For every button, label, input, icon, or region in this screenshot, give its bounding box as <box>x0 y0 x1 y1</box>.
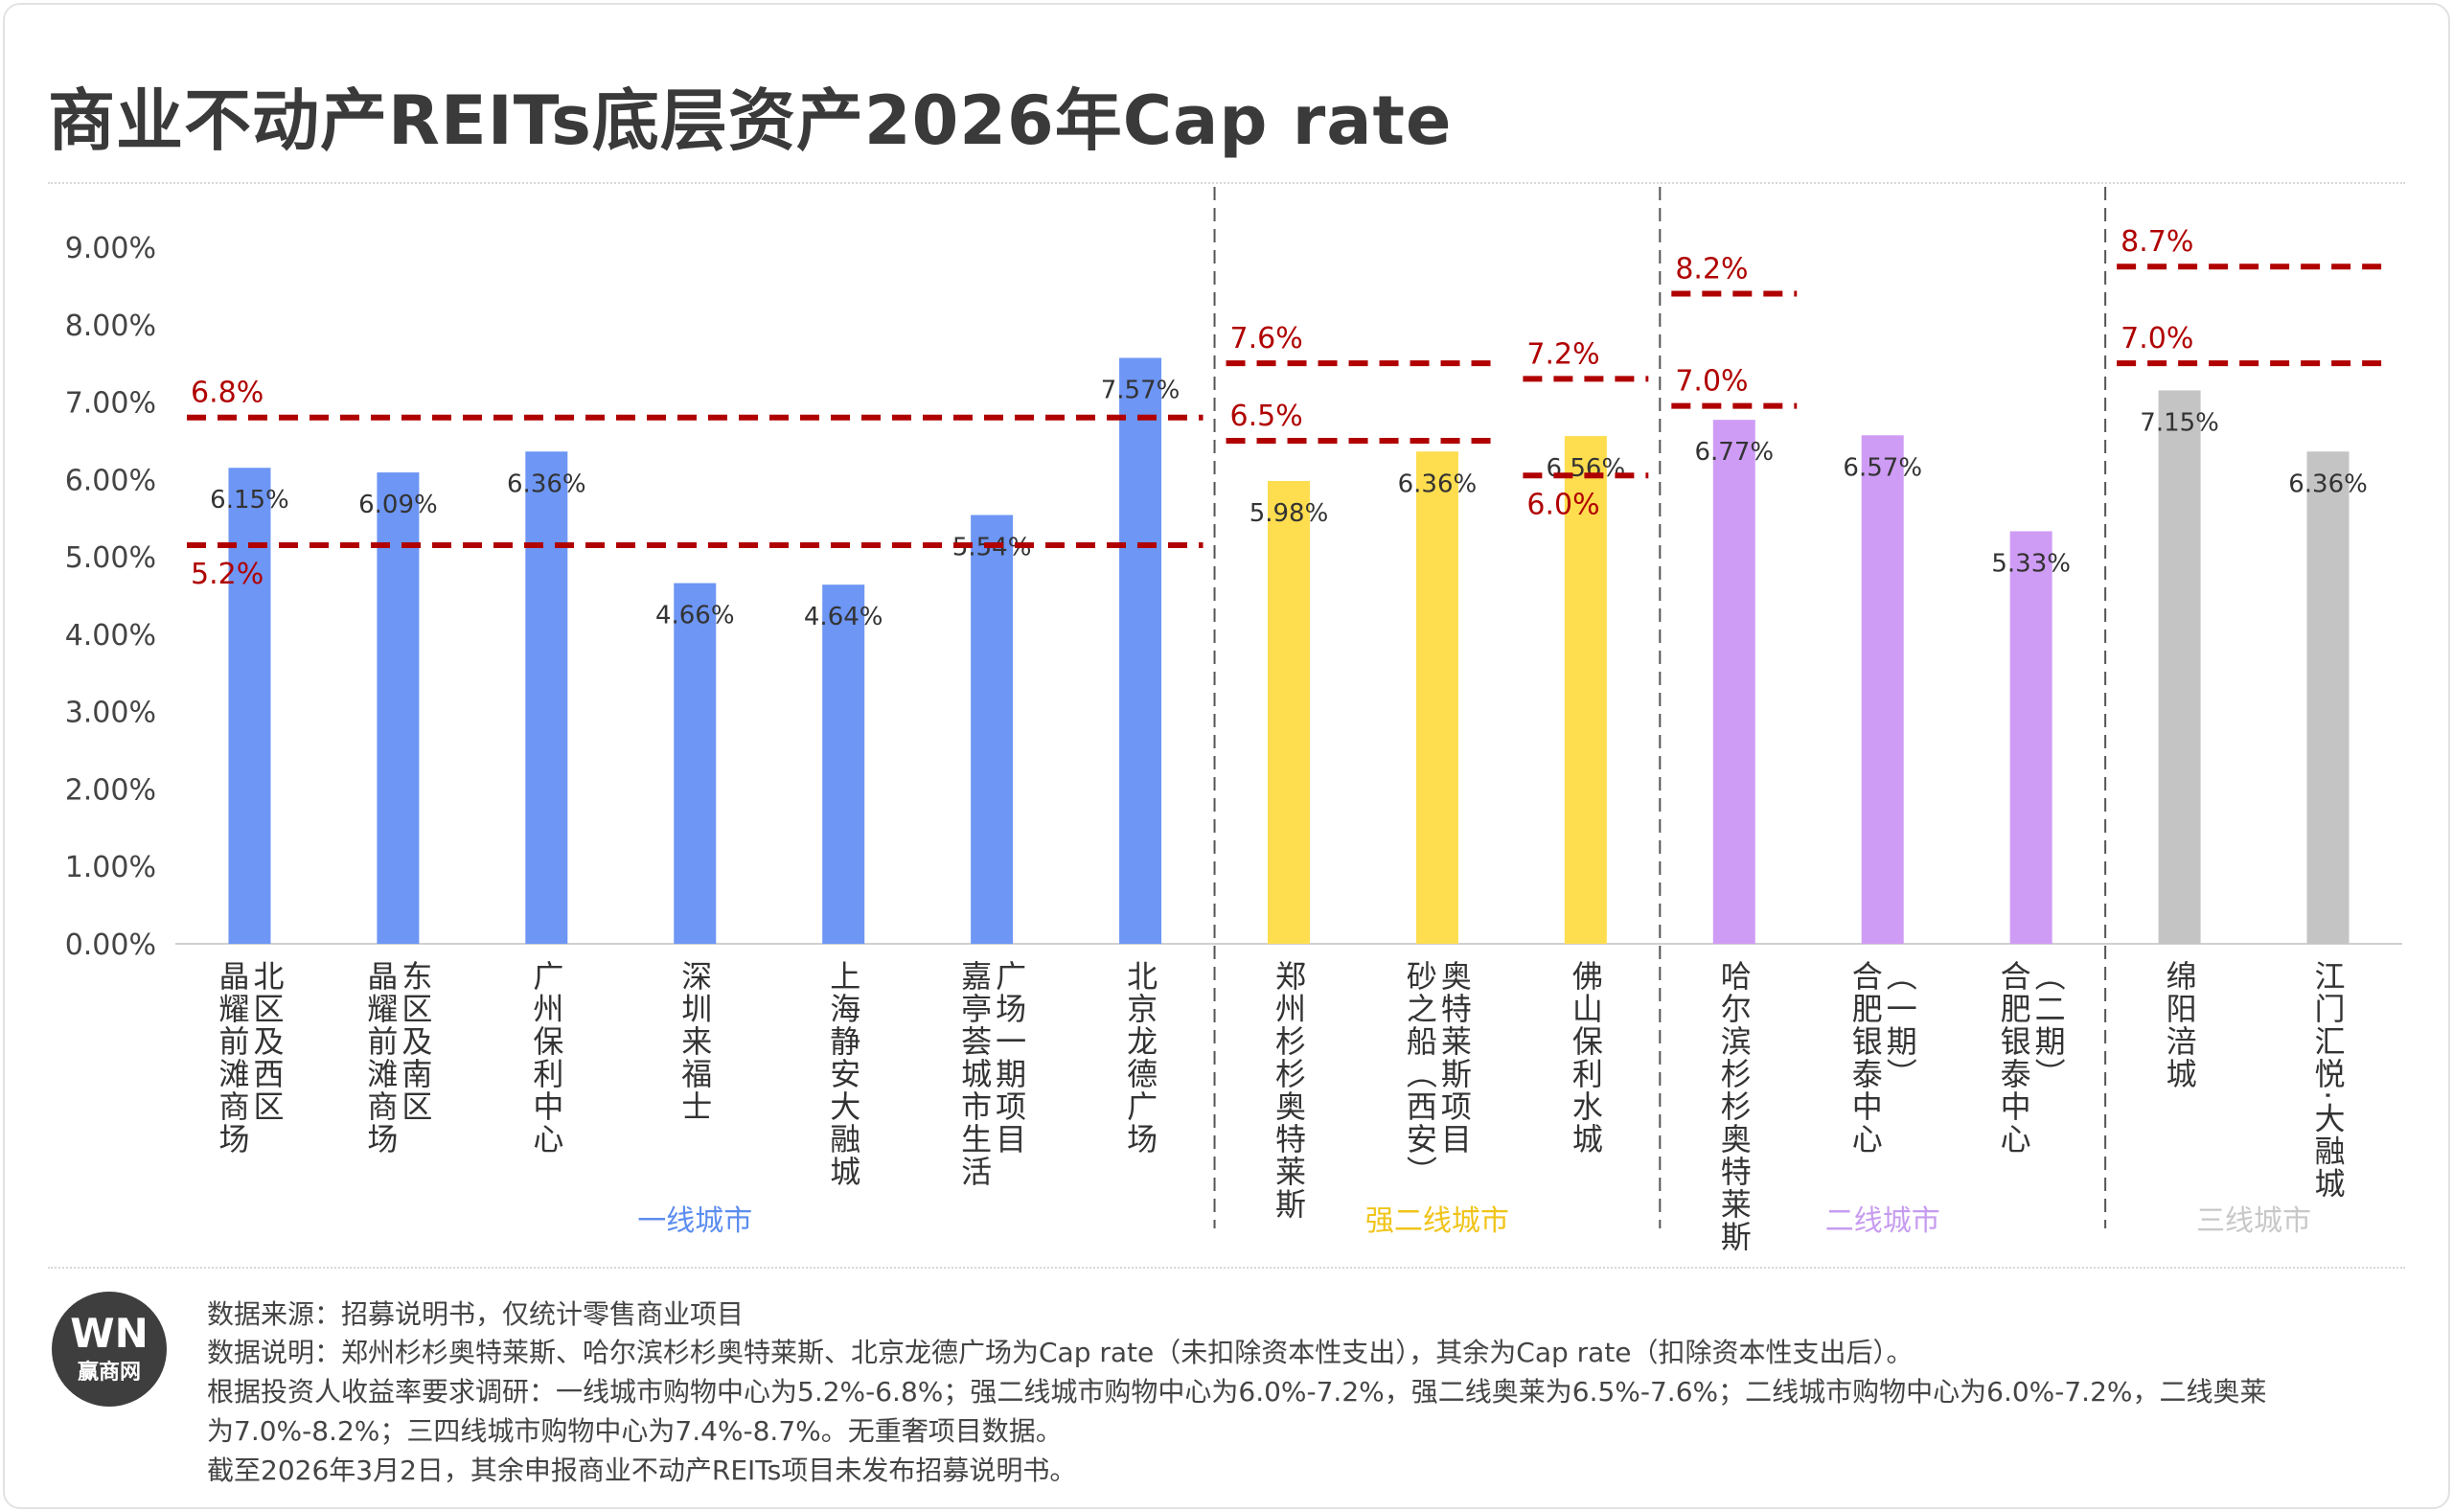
bar <box>1564 436 1607 944</box>
bar-value-label: 6.57% <box>1843 453 1922 482</box>
bar-chart: 0.00% 1.00% 2.00% 3.00% 4.00% 5.00% 6.00% 7.00%… <box>65 187 2402 1253</box>
category-label: （二期） <box>2030 960 2067 1090</box>
reference-line-label: 5.2% <box>191 558 264 591</box>
footer-survey: 根据投资人收益率要求调研：一线城市购物中心为5.2%-6.8%；强二线城市购物中… <box>207 1376 2267 1408</box>
y-tick-label: 0.00% <box>65 928 156 962</box>
reference-line-label: 7.2% <box>1526 337 1599 371</box>
bar <box>674 583 717 944</box>
bar <box>1119 357 1162 944</box>
footer-note: 数据说明：郑州杉杉奥特莱斯、哈尔滨杉杉奥特莱斯、北京龙德广场为Cap rate（… <box>207 1337 1914 1368</box>
y-tick-label: 6.00% <box>65 464 156 497</box>
y-tick-label: 2.00% <box>65 773 156 807</box>
bar-value-label: 5.98% <box>1249 499 1329 528</box>
category-label: 哈尔滨杉杉奥特莱斯 <box>1716 960 1753 1253</box>
reference-line-label: 6.8% <box>191 377 264 410</box>
y-tick-label: 3.00% <box>65 697 156 730</box>
logo-name: 赢商网 <box>77 1361 141 1385</box>
category-label: 晶耀前滩商场 <box>214 960 250 1156</box>
category-label: 广场一期项目 <box>991 960 1027 1156</box>
y-tick-label: 7.00% <box>65 387 156 421</box>
reference-line-label: 7.0% <box>2121 322 2193 355</box>
category-label: 合肥银泰中心 <box>1996 960 2032 1156</box>
bar <box>2009 531 2052 944</box>
group-label: 三线城市 <box>2196 1204 2311 1238</box>
bar <box>2158 390 2201 944</box>
bar <box>1861 435 1904 944</box>
category-label: （一期） <box>1882 960 1918 1090</box>
logo: WN 赢商网 <box>52 1292 167 1407</box>
category-label: 合肥银泰中心 <box>1847 960 1884 1156</box>
bar-value-label: 5.33% <box>1991 549 2071 578</box>
reference-line-label: 7.0% <box>1675 365 1748 399</box>
bar-value-label: 6.56% <box>1547 454 1626 483</box>
group-label: 二线城市 <box>1825 1204 1940 1238</box>
bar <box>377 472 420 944</box>
y-tick-label: 4.00% <box>65 619 156 653</box>
bar-value-label: 4.66% <box>655 602 735 630</box>
category-label: 深圳来福士 <box>676 960 713 1123</box>
bar-value-label: 6.36% <box>2288 470 2368 498</box>
logo-mark: WN <box>70 1310 149 1357</box>
footer-source: 数据来源：招募说明书，仅统计零售商业项目 <box>207 1298 745 1330</box>
divider-top <box>48 182 2405 184</box>
category-label: 北区及西区 <box>248 960 285 1123</box>
y-tick-label: 5.00% <box>65 541 156 575</box>
bar-value-label: 6.09% <box>358 491 438 519</box>
divider-bottom <box>48 1267 2405 1269</box>
bar <box>1415 451 1458 945</box>
reference-line-label: 6.0% <box>1526 488 1599 521</box>
group-label: 强二线城市 <box>1365 1204 1509 1238</box>
footer-survey-cont: 为7.0%-8.2%；三四线城市购物中心为7.4%-8.7%。无重奢项目数据。 <box>207 1415 1063 1447</box>
y-tick-label: 1.00% <box>65 851 156 884</box>
bar <box>1268 480 1310 944</box>
category-label: 砂之船（西安） <box>1402 960 1438 1188</box>
bar-value-label: 6.15% <box>210 486 289 515</box>
category-label: 嘉亭荟城市生活 <box>956 960 993 1188</box>
y-tick-label: 9.00% <box>65 232 156 265</box>
category-label: 广州保利中心 <box>528 960 564 1156</box>
bar-value-label: 6.36% <box>507 470 586 498</box>
group-label: 一线城市 <box>637 1204 752 1238</box>
bar-value-label: 7.15% <box>2140 408 2219 437</box>
category-label: 佛山保利水城 <box>1568 960 1604 1156</box>
reference-line-label: 7.6% <box>1230 322 1303 355</box>
reference-line-label: 8.7% <box>2121 225 2193 259</box>
footer-date: 截至2026年3月2日，其余申报商业不动产REITs项目未发布招募说明书。 <box>207 1455 1077 1486</box>
bar-value-label: 4.64% <box>804 603 883 631</box>
category-label: 郑州杉杉奥特莱斯 <box>1271 960 1307 1221</box>
y-tick-label: 8.00% <box>65 309 156 343</box>
bar <box>822 584 865 944</box>
bar-value-label: 7.57% <box>1101 377 1181 405</box>
bar <box>525 451 568 945</box>
category-label: 上海静安大融城 <box>825 960 861 1188</box>
bar <box>2306 451 2350 945</box>
bar <box>228 468 271 944</box>
category-label: 北京龙德广场 <box>1122 960 1158 1156</box>
reference-line-label: 6.5% <box>1230 400 1303 433</box>
bar-value-label: 6.36% <box>1398 470 1478 498</box>
category-label: 晶耀前滩商场 <box>362 960 399 1156</box>
category-label: 绵阳涪城 <box>2162 960 2198 1090</box>
category-label: 江门汇悦·大融城 <box>2310 960 2347 1200</box>
reference-line-label: 8.2% <box>1675 252 1748 286</box>
bar <box>971 515 1014 944</box>
bar-value-label: 6.77% <box>1694 438 1774 467</box>
category-label: 奥特莱斯项目 <box>1436 960 1473 1156</box>
category-label: 东区及南区 <box>397 960 433 1123</box>
bar <box>1712 420 1755 945</box>
chart-title: 商业不动产REITs底层资产2026年Cap rate <box>48 81 1453 160</box>
card-frame <box>3 3 2450 1509</box>
